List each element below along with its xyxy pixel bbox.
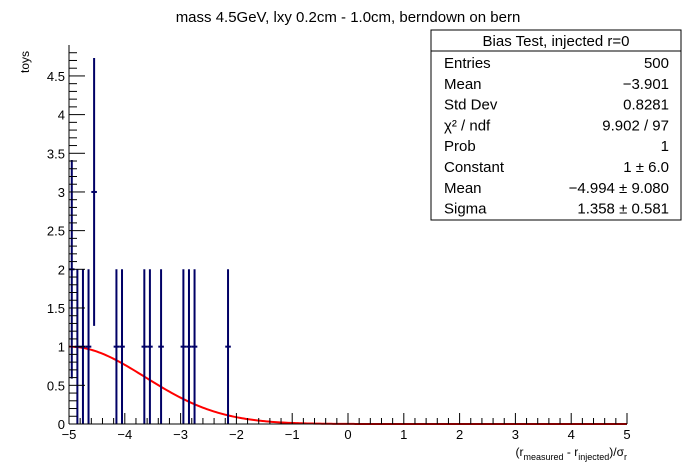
chart-title: mass 4.5GeV, lxy 0.2cm - 1.0cm, berndown… bbox=[176, 9, 521, 26]
x-tick-label: 2 bbox=[456, 427, 463, 442]
stats-box: Bias Test, injected r=0 Entries 500 Mean −3… bbox=[430, 29, 682, 221]
data-point bbox=[225, 269, 231, 424]
y-tick-label: 2.5 bbox=[47, 224, 65, 239]
x-tick-label: −2 bbox=[229, 427, 244, 442]
fit-curve bbox=[68, 345, 627, 425]
y-tick-label: 3.5 bbox=[47, 146, 65, 161]
plot-area: −5 −4 −3 −2 −1 0 1 2 3 4 5 0 0.5 1 1.5 2 2.5 3 3.5 4 4.5 bbox=[47, 45, 631, 442]
x-tick-label: 0 bbox=[344, 427, 351, 442]
data-point bbox=[191, 269, 198, 424]
axes: −5 −4 −3 −2 −1 0 1 2 3 4 5 0 0.5 1 1.5 2 2.5 3 3.5 4 4.5 bbox=[47, 45, 631, 442]
data-point bbox=[147, 269, 153, 424]
stats-row-value: 500 bbox=[644, 55, 669, 72]
data-point bbox=[158, 269, 164, 424]
y-tick-label: 0 bbox=[58, 417, 65, 432]
stats-row-label: Mean bbox=[444, 76, 482, 93]
data-point bbox=[141, 269, 148, 424]
x-tick-label: 3 bbox=[512, 427, 519, 442]
data-point bbox=[113, 269, 120, 424]
x-tick-label: 1 bbox=[400, 427, 407, 442]
stats-row-value: −4.994 ± 9.080 bbox=[569, 180, 669, 197]
stats-box-title: Bias Test, injected r=0 bbox=[483, 33, 630, 50]
stats-box-frame bbox=[430, 29, 682, 221]
stats-row-value: 1 bbox=[661, 138, 669, 155]
y-tick-label: 4.5 bbox=[47, 69, 65, 84]
stats-rows: Entries 500 Mean −3.901 Std Dev 0.8281 χ² / nd… bbox=[444, 55, 669, 218]
x-tick-label: −3 bbox=[173, 427, 188, 442]
stats-row-label: Prob bbox=[444, 138, 476, 155]
x-tick-label: 4 bbox=[568, 427, 575, 442]
x-tick-label: 5 bbox=[623, 427, 630, 442]
stats-row-value: 1 ± 6.0 bbox=[623, 159, 669, 176]
data-point bbox=[180, 269, 187, 424]
stats-row-value: 0.8281 bbox=[623, 97, 669, 114]
stats-row-value: 9.902 / 97 bbox=[602, 117, 669, 134]
y-tick-label: 1 bbox=[58, 340, 65, 355]
stats-row-label: Sigma bbox=[444, 201, 487, 218]
stats-row-label: Std Dev bbox=[444, 97, 498, 114]
y-tick-label: 4 bbox=[58, 108, 65, 123]
x-tick-label: −5 bbox=[62, 427, 77, 442]
y-tick-label: 0.5 bbox=[47, 378, 65, 393]
y-tick-label: 2 bbox=[58, 262, 65, 277]
stats-row-label: Mean bbox=[444, 180, 482, 197]
fit-layer bbox=[68, 345, 627, 425]
x-tick-label: −4 bbox=[117, 427, 132, 442]
stats-row-label: χ² / ndf bbox=[444, 117, 491, 134]
data-point bbox=[91, 57, 97, 326]
stats-row-label: Entries bbox=[444, 55, 491, 72]
x-axis-title: (rmeasured - rinjected)/σr bbox=[516, 445, 627, 462]
data-point bbox=[186, 269, 192, 424]
data-point bbox=[85, 269, 92, 424]
x-tick-label: −1 bbox=[285, 427, 300, 442]
data-point bbox=[119, 269, 125, 424]
stats-row-value: 1.358 ± 0.581 bbox=[577, 201, 669, 218]
y-tick-label: 1.5 bbox=[47, 301, 65, 316]
y-axis-title: toys bbox=[18, 51, 32, 73]
stats-row-label: Constant bbox=[444, 159, 505, 176]
stats-row-value: −3.901 bbox=[623, 76, 669, 93]
data-points-layer bbox=[69, 57, 231, 424]
y-tick-label: 3 bbox=[58, 185, 65, 200]
